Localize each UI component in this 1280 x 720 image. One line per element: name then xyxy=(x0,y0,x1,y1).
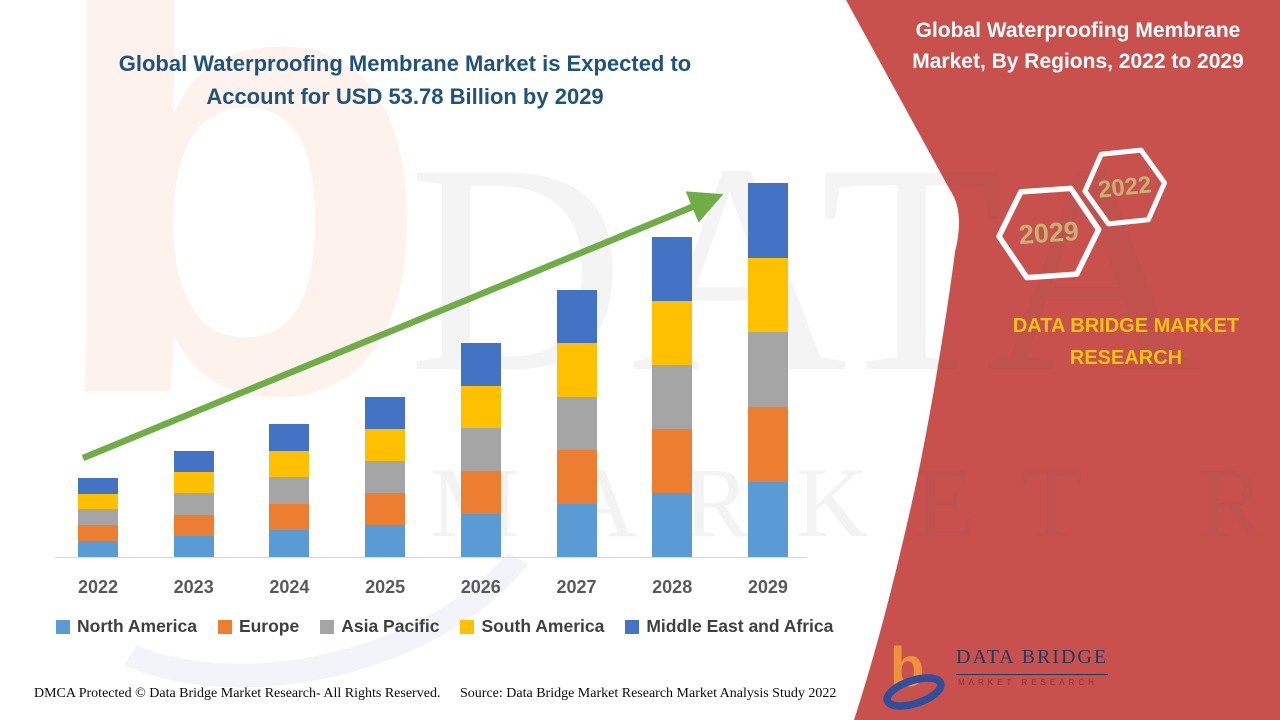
source-notice: Source: Data Bridge Market Research Mark… xyxy=(460,686,837,701)
bar-segment-middle-east-and-africa xyxy=(78,477,118,494)
brand-wordmark: DATA BRIDGE MARKET RESEARCH xyxy=(980,310,1272,374)
bar-segment-europe xyxy=(269,503,310,531)
bar-segment-north-america xyxy=(78,541,118,557)
red-panel-shape xyxy=(846,0,1280,720)
legend-item-europe: Europe xyxy=(217,616,300,637)
bar-segment-north-america xyxy=(460,513,501,557)
bar-2029 xyxy=(747,182,788,557)
chart-title-line1: Global Waterproofing Membrane Market is … xyxy=(118,51,692,76)
chart-title: Global Waterproofing Membrane Market is … xyxy=(75,47,735,113)
panel-title-line1: Global Waterproofing Membrane xyxy=(915,19,1241,42)
bar-segment-asia-pacific xyxy=(747,332,788,408)
legend-swatch xyxy=(460,619,475,634)
x-tick-label: 2025 xyxy=(365,577,406,597)
legend-swatch xyxy=(217,619,232,634)
x-tick-label: 2028 xyxy=(652,577,693,597)
legend-item-north-america: North America xyxy=(56,616,197,637)
legend-item-middle-east-and-africa: Middle East and Africa xyxy=(625,616,833,637)
legend-label: South America xyxy=(481,616,605,636)
hexagon-2022-label: 2022 xyxy=(1097,171,1153,203)
legend-swatch xyxy=(56,619,70,634)
bar-segment-europe xyxy=(173,514,214,536)
bar-segment-north-america xyxy=(556,503,597,557)
bar-segment-south-america xyxy=(173,472,214,494)
bar-segment-north-america xyxy=(652,493,693,558)
logo-subtitle-text: MARKET RESEARCH xyxy=(958,678,1098,687)
legend-swatch xyxy=(625,619,640,634)
bar-segment-europe xyxy=(460,471,501,514)
x-tick-label: 2027 xyxy=(556,577,597,597)
x-tick-label: 2024 xyxy=(269,577,310,597)
bar-segment-north-america xyxy=(269,530,310,557)
hexagon-2029-outline xyxy=(996,185,1102,281)
brand-wordmark-line1: DATA BRIDGE MARKET xyxy=(1012,315,1240,337)
x-axis-line xyxy=(55,557,807,558)
hexagon-2029-label: 2029 xyxy=(1018,216,1080,250)
x-tick-label: 2023 xyxy=(173,577,214,597)
legend-label: Europe xyxy=(238,616,300,636)
chart-title-line2: Account for USD 53.78 Billion by 2029 xyxy=(206,84,604,109)
bar-segment-north-america xyxy=(365,525,406,558)
bar-segment-south-america xyxy=(78,493,118,510)
bar-segment-asia-pacific xyxy=(78,509,118,526)
x-tick-label: 2022 xyxy=(77,577,119,597)
bar-segment-north-america xyxy=(173,535,214,557)
bar-segment-north-america xyxy=(747,482,788,557)
bar-segment-europe xyxy=(747,407,788,483)
panel-title-line2: Market, By Regions, 2022 to 2029 xyxy=(912,50,1244,73)
hexagon-2022-outline xyxy=(1082,147,1168,227)
logo-swoosh xyxy=(883,674,945,710)
dmca-notice: DMCA Protected © Data Bridge Market Rese… xyxy=(34,686,441,701)
bar-segment-asia-pacific xyxy=(365,461,406,494)
legend-item-south-america: South America xyxy=(460,616,604,637)
hexagon-2029: 2029 xyxy=(994,181,1105,289)
bar-segment-asia-pacific xyxy=(173,493,214,515)
logo-name-text: DATA BRIDGE xyxy=(956,646,1109,675)
brand-wordmark-line2: RESEARCH xyxy=(1069,347,1183,369)
bar-segment-europe xyxy=(78,525,118,542)
hexagon-2022: 2022 xyxy=(1079,144,1171,235)
bar-segment-south-america xyxy=(747,257,788,333)
legend-item-asia-pacific: Asia Pacific xyxy=(320,616,439,637)
bar-segment-asia-pacific xyxy=(269,477,310,504)
legend-swatch xyxy=(320,619,335,634)
legend-label: Middle East and Africa xyxy=(646,616,834,636)
bar-segment-europe xyxy=(365,493,406,526)
company-logo: b DATA BRIDGE MARKET RESEARCH xyxy=(876,634,1126,710)
bar-2022 xyxy=(78,477,118,557)
legend-label: North America xyxy=(77,616,197,636)
bar-segment-middle-east-and-africa xyxy=(747,182,788,258)
x-tick-label: 2026 xyxy=(460,577,501,597)
panel-title: Global Waterproofing Membrane Market, By… xyxy=(882,15,1274,77)
company-logo-icon: b xyxy=(883,635,945,710)
legend-label: Asia Pacific xyxy=(341,616,440,636)
chart-legend: North America Europe Asia Pacific South Ame… xyxy=(56,616,833,637)
x-tick-label: 2029 xyxy=(747,577,788,597)
